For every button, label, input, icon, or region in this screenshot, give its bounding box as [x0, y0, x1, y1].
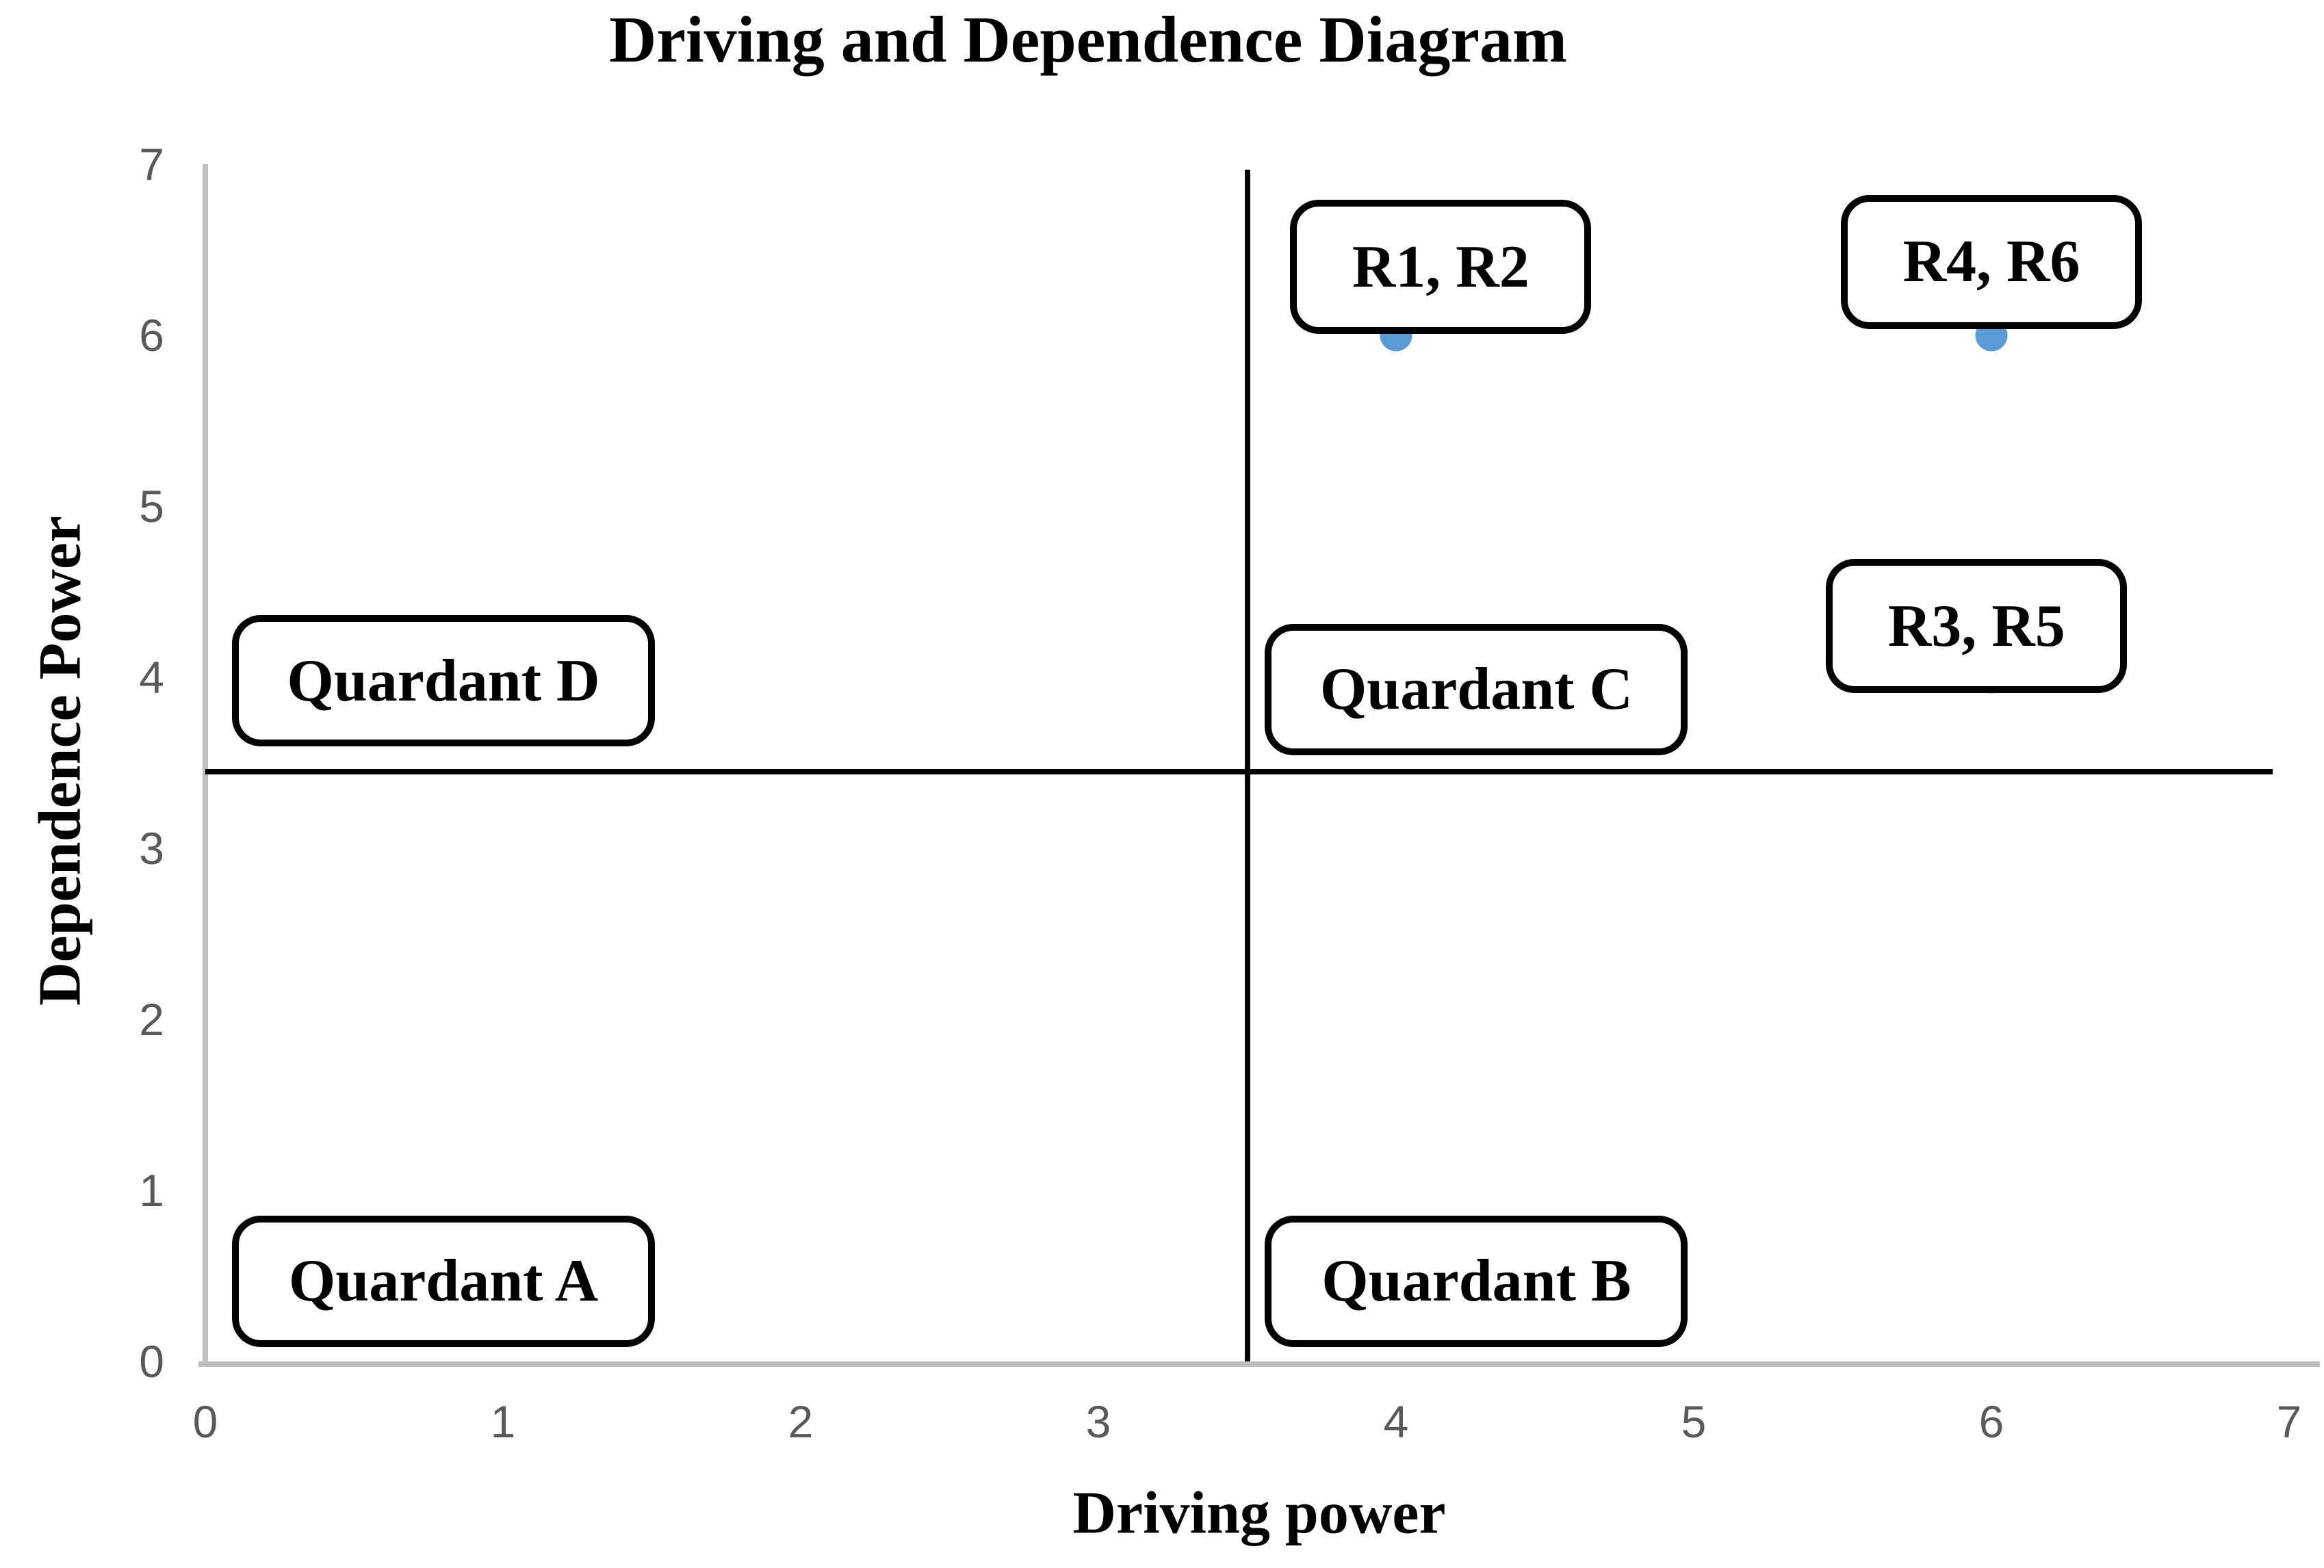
- x-tick-label: 3: [1085, 1396, 1111, 1447]
- x-tick-label: 1: [490, 1396, 516, 1447]
- x-axis-line: [198, 1361, 2320, 1367]
- x-tick-label: 4: [1383, 1396, 1409, 1447]
- y-tick-label: 7: [139, 139, 164, 190]
- plot-area: 0 1 2 3 4 5 6 7 0 1 2 3 4 5 6 7 R1, R2 R4, R6 R3, R5 Quarda…: [139, 142, 2320, 1444]
- y-tick-label: 2: [139, 994, 164, 1045]
- quadrant-label-box-quardant-d: Quardant D: [232, 615, 655, 746]
- x-tick-label: 7: [2276, 1396, 2302, 1447]
- x-tick-label: 2: [788, 1396, 814, 1447]
- vertical-divider-line: [1244, 170, 1250, 1361]
- y-tick-label: 1: [139, 1165, 164, 1216]
- x-axis-title: Driving power: [1072, 1480, 1446, 1547]
- point-label-box-r1-r2: R1, R2: [1290, 200, 1592, 334]
- horizontal-divider-line: [205, 768, 2273, 774]
- x-tick-label: 5: [1681, 1396, 1707, 1447]
- quadrant-label-box-quardant-c: Quardant C: [1265, 623, 1688, 755]
- point-label-box-r3-r5: R3, R5: [1826, 559, 2128, 693]
- y-tick-label: 4: [139, 652, 164, 703]
- x-tick-label: 6: [1978, 1396, 2004, 1447]
- quadrant-label-box-quardant-a: Quardant A: [232, 1215, 655, 1347]
- quadrant-label-box-quardant-b: Quardant B: [1265, 1215, 1688, 1347]
- y-axis-title: Dependence Power: [27, 515, 94, 1006]
- x-tick-label: 0: [192, 1396, 218, 1447]
- y-tick-label: 6: [139, 310, 164, 361]
- y-tick-label: 5: [139, 481, 164, 532]
- y-axis-line: [203, 164, 208, 1367]
- y-tick-label: 3: [139, 823, 164, 874]
- chart-title: Driving and Dependence Diagram: [609, 3, 1567, 76]
- y-tick-label: 0: [139, 1336, 164, 1387]
- point-label-box-r4-r6: R4, R6: [1841, 194, 2142, 329]
